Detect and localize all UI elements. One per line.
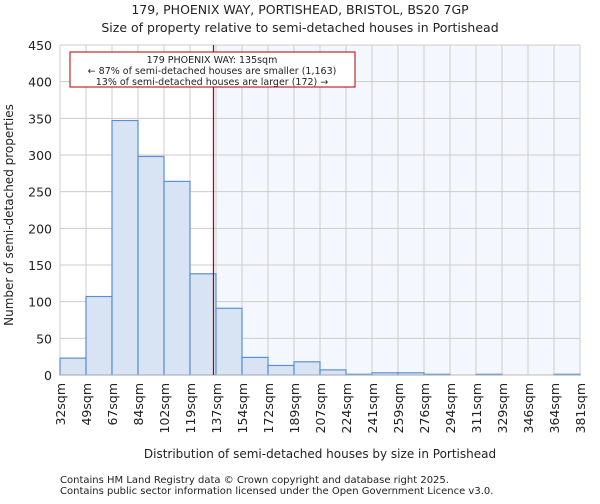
histogram-bar — [85, 295, 113, 376]
x-tick-label: 32sqm — [53, 383, 68, 426]
chart-subtitle: Size of property relative to semi-detach… — [101, 20, 498, 35]
x-tick-label: 137sqm — [209, 383, 224, 433]
x-tick-label: 381sqm — [573, 383, 588, 433]
footer-line-2: Contains public sector information licen… — [60, 486, 493, 497]
x-tick-label: 311sqm — [469, 383, 484, 433]
y-tick-label: 150 — [28, 258, 52, 273]
x-tick-label: 102sqm — [157, 383, 172, 433]
histogram-bar — [137, 155, 165, 376]
histogram-bar — [215, 307, 243, 376]
x-axis-label: Distribution of semi-detached houses by … — [144, 447, 496, 461]
x-tick-label: 294sqm — [443, 383, 458, 433]
x-tick-label: 119sqm — [183, 383, 198, 433]
x-tick-label: 67sqm — [105, 383, 120, 426]
y-tick-label: 50 — [36, 331, 52, 346]
x-tick-label: 207sqm — [313, 383, 328, 433]
x-tick-label: 241sqm — [365, 383, 380, 433]
y-tick-label: 100 — [28, 295, 52, 310]
x-tick-label: 84sqm — [131, 383, 146, 426]
y-axis-label: Number of semi-detached properties — [2, 104, 16, 326]
x-tick-label: 189sqm — [287, 383, 302, 433]
y-tick-label: 250 — [28, 185, 52, 200]
histogram-bar — [241, 356, 269, 376]
annotation-line-3: 13% of semi-detached houses are larger (… — [96, 77, 329, 88]
y-tick-label: 450 — [28, 38, 52, 53]
annotation-line-1: 179 PHOENIX WAY: 135sqm — [147, 55, 278, 66]
y-tick-label: 200 — [28, 221, 52, 236]
x-tick-label: 259sqm — [391, 383, 406, 433]
x-tick-label: 346sqm — [521, 383, 536, 433]
histogram-bar — [163, 180, 191, 376]
histogram-bar — [111, 119, 139, 376]
y-tick-label: 300 — [28, 148, 52, 163]
y-tick-label: 0 — [44, 368, 52, 383]
x-tick-label: 172sqm — [261, 383, 276, 433]
histogram-bar — [189, 273, 217, 376]
footer-line-1: Contains HM Land Registry data © Crown c… — [60, 475, 449, 486]
histogram-bar — [293, 361, 321, 376]
x-tick-label: 276sqm — [417, 383, 432, 433]
highlight-region — [213, 45, 581, 375]
y-tick-label: 350 — [28, 111, 52, 126]
x-tick-label: 329sqm — [495, 383, 510, 433]
x-tick-label: 224sqm — [339, 383, 354, 433]
x-tick-label: 364sqm — [547, 383, 562, 433]
histogram-bar — [319, 369, 347, 376]
chart-title: 179, PHOENIX WAY, PORTISHEAD, BRISTOL, B… — [131, 2, 469, 17]
histogram-bar — [59, 357, 87, 376]
x-tick-label: 49sqm — [79, 383, 94, 426]
annotation-line-2: ← 87% of semi-detached houses are smalle… — [88, 66, 337, 77]
y-tick-label: 400 — [28, 75, 52, 90]
x-tick-label: 154sqm — [235, 383, 250, 433]
annotation-box — [69, 51, 356, 88]
histogram-bar — [267, 364, 295, 376]
